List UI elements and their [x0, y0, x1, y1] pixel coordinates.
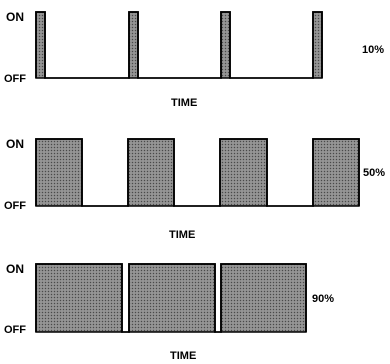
panel-50-percent: ON OFF 50% TIME: [4, 137, 385, 241]
signal-line: [35, 138, 360, 207]
on-label: ON: [6, 137, 24, 151]
pulse: [128, 263, 216, 333]
pulse: [35, 263, 123, 333]
duty-cycle-label: 50%: [363, 167, 385, 179]
pulse: [220, 263, 307, 333]
panel-90-percent: ON OFF 90% TIME: [4, 262, 334, 362]
pulse: [220, 11, 231, 79]
panel-10-percent: ON OFF 10% TIME: [4, 10, 384, 109]
on-label: ON: [6, 262, 24, 276]
pulse: [219, 138, 268, 207]
waveform: [35, 263, 307, 333]
pulse: [312, 11, 323, 79]
signal-line: [35, 11, 323, 79]
signal-line: [35, 263, 307, 333]
pulse: [35, 138, 83, 207]
pulse: [312, 138, 360, 207]
pulse: [128, 11, 139, 79]
time-axis-label: TIME: [169, 229, 195, 241]
pulse: [127, 138, 175, 207]
waveform: [35, 11, 323, 79]
pulse: [35, 11, 46, 79]
time-axis-label: TIME: [171, 97, 197, 109]
duty-cycle-label: 10%: [362, 44, 384, 56]
off-label: OFF: [4, 200, 26, 212]
waveform: [35, 138, 360, 207]
off-label: OFF: [4, 73, 26, 85]
off-label: OFF: [4, 324, 26, 336]
time-axis-label: TIME: [170, 350, 196, 362]
duty-cycle-label: 90%: [312, 293, 334, 305]
on-label: ON: [6, 10, 24, 24]
